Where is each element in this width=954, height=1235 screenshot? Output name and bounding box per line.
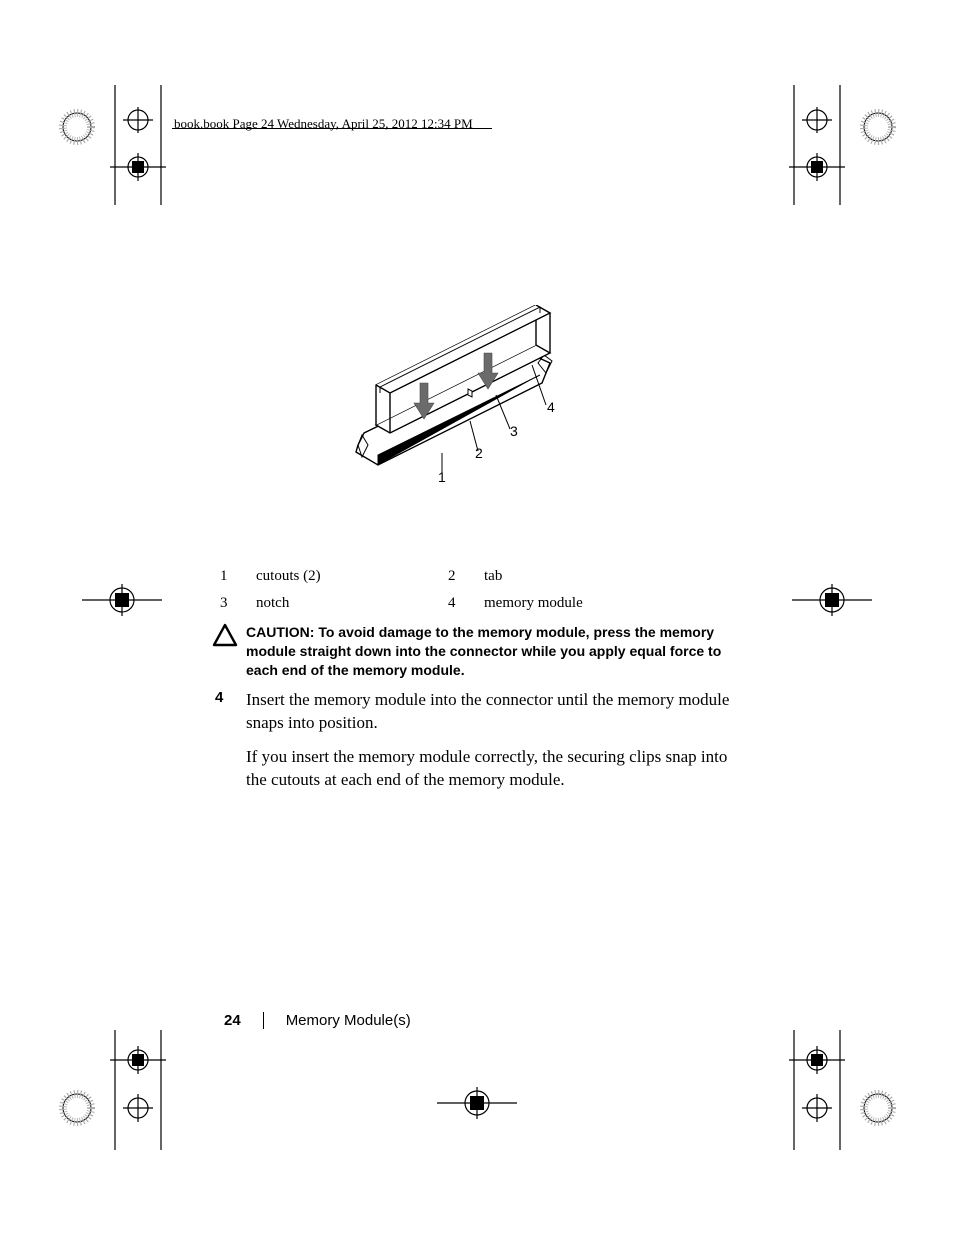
diagram-callout-1: 1 (438, 469, 446, 485)
crop-mark-top-right (780, 85, 900, 205)
step-text: Insert the memory module into the connec… (216, 688, 746, 792)
running-header-rule (172, 128, 492, 129)
caution-label: CAUTION: (246, 624, 318, 640)
footer-section-title: Memory Module(s) (263, 1012, 411, 1029)
legend-desc: cutouts (2) (256, 564, 446, 589)
legend-num: 1 (220, 564, 254, 589)
diagram-callout-3: 3 (510, 423, 518, 439)
caution-body: To avoid damage to the memory module, pr… (246, 624, 721, 678)
legend-desc: tab (484, 564, 603, 589)
legend-desc: memory module (484, 591, 603, 616)
caution-note: CAUTION: To avoid damage to the memory m… (216, 623, 746, 680)
page-number: 24 (224, 1012, 263, 1029)
caution-text: CAUTION: To avoid damage to the memory m… (216, 623, 746, 680)
crop-mark-mid-right (792, 580, 872, 620)
diagram-callout-4: 4 (547, 399, 555, 415)
crop-mark-bot-right (780, 1030, 900, 1150)
legend-num: 3 (220, 591, 254, 616)
caution-triangle-icon (212, 623, 238, 647)
running-header-text: book.book Page 24 Wednesday, April 25, 2… (174, 116, 473, 132)
step-number: 4 (215, 688, 223, 709)
procedure-step: 4 Insert the memory module into the conn… (216, 688, 746, 792)
step-paragraph: Insert the memory module into the connec… (246, 688, 746, 735)
table-row: 3 notch 4 memory module (220, 591, 603, 616)
table-row: 1 cutouts (2) 2 tab (220, 564, 603, 589)
legend-num: 2 (448, 564, 482, 589)
crop-mark-bot-left (55, 1030, 175, 1150)
crop-mark-mid-left (82, 580, 162, 620)
step-paragraph: If you insert the memory module correctl… (246, 745, 746, 792)
diagram-legend-table: 1 cutouts (2) 2 tab 3 notch 4 memory mod… (218, 562, 605, 618)
crop-mark-bot-mid (437, 1083, 517, 1123)
crop-mark-top-left (55, 85, 175, 205)
page-footer: 24Memory Module(s) (224, 1012, 411, 1029)
memory-module-diagram: 1 2 3 4 (350, 305, 565, 485)
page: book.book Page 24 Wednesday, April 25, 2… (0, 0, 954, 1235)
diagram-callout-2: 2 (475, 445, 483, 461)
legend-num: 4 (448, 591, 482, 616)
legend-desc: notch (256, 591, 446, 616)
